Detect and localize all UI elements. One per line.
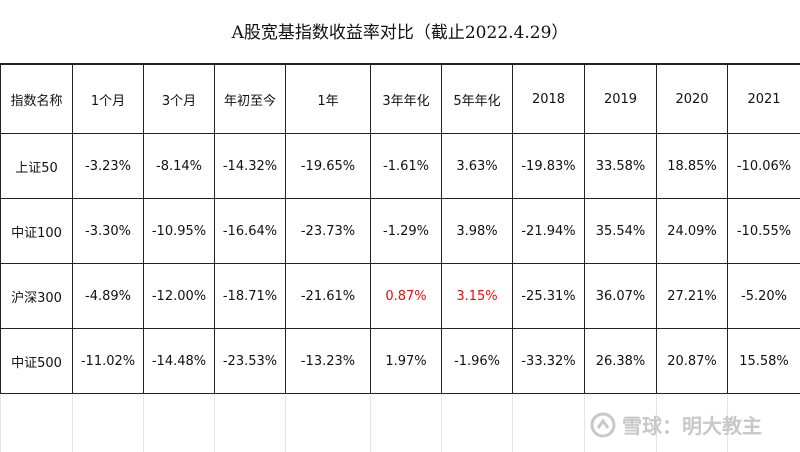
value-cell: 36.07% (584, 263, 657, 329)
value-cell: -3.30% (72, 198, 144, 264)
value-cell: -21.94% (512, 198, 585, 264)
value-cell: -10.06% (727, 133, 800, 199)
value-cell: -5.20% (727, 263, 800, 329)
value-cell: -3.23% (72, 133, 144, 199)
header-cell: 3个月 (143, 64, 215, 134)
value-cell: -13.23% (285, 328, 371, 394)
empty-cell (143, 393, 215, 452)
value-cell: -10.55% (727, 198, 800, 264)
value-cell: 1.97% (370, 328, 442, 394)
header-cell: 2019 (584, 64, 657, 134)
value-cell: -23.73% (285, 198, 371, 264)
value-cell: 0.87% (370, 263, 442, 329)
value-cell: 3.15% (441, 263, 513, 329)
empty-cell (0, 393, 73, 452)
header-cell: 2021 (727, 64, 800, 134)
watermark: 雪球：明大教主 (590, 410, 762, 439)
value-cell: 3.98% (441, 198, 513, 264)
empty-cell (285, 393, 371, 452)
empty-cell (370, 393, 442, 452)
index-name-cell: 中证500 (0, 328, 73, 394)
table-row: 上证50 -3.23% -8.14% -14.32% -19.65% -1.61% 3.63… (0, 133, 800, 199)
empty-cell (656, 393, 728, 452)
index-name-cell: 中证100 (0, 198, 73, 264)
empty-cell (214, 393, 286, 452)
table-header: 指数名称 1个月 3个月 年初至今 1年 3年年化 5年年化 2018 2019 2020 2021 (0, 64, 800, 134)
index-name-cell: 上证50 (0, 133, 73, 199)
value-cell: -21.61% (285, 263, 371, 329)
value-cell: -19.83% (512, 133, 585, 199)
table-row: 沪深300 -4.89% -12.00% -18.71% -21.61% 0.87% 3.1… (0, 263, 800, 329)
header-cell: 3年年化 (370, 64, 442, 134)
empty-cell (512, 393, 585, 452)
watermark-logo (590, 412, 616, 437)
table-row: 中证100 -3.30% -10.95% -16.64% -23.73% -1.29% 3.… (0, 198, 800, 264)
value-cell: -18.71% (214, 263, 286, 329)
value-cell: -16.64% (214, 198, 286, 264)
header-cell: 1个月 (72, 64, 144, 134)
table-row: 中证500 -11.02% -14.48% -23.53% -13.23% 1.97% -1… (0, 328, 800, 394)
value-cell: 35.54% (584, 198, 657, 264)
empty-cell (441, 393, 513, 452)
value-cell: 33.58% (584, 133, 657, 199)
value-cell: 15.58% (727, 328, 800, 394)
empty-cell (72, 393, 144, 452)
value-cell: 20.87% (656, 328, 728, 394)
value-cell: -8.14% (143, 133, 215, 199)
value-cell: -1.61% (370, 133, 442, 199)
header-cell: 年初至今 (214, 64, 286, 134)
watermark-text: 雪球：明大教主 (622, 414, 762, 438)
value-cell: 26.38% (584, 328, 657, 394)
header-cell: 指数名称 (0, 64, 73, 134)
value-cell: -11.02% (72, 328, 144, 394)
value-cell: -1.96% (441, 328, 513, 394)
value-cell: 3.63% (441, 133, 513, 199)
header-cell: 2020 (656, 64, 728, 134)
index-name-cell: 沪深300 (0, 263, 73, 329)
value-cell: -14.48% (143, 328, 215, 394)
value-cell: -12.00% (143, 263, 215, 329)
value-cell: -10.95% (143, 198, 215, 264)
value-cell: -4.89% (72, 263, 144, 329)
header-row: 指数名称 1个月 3个月 年初至今 1年 3年年化 5年年化 2018 2019 2020 2021 (0, 64, 800, 134)
value-cell: -23.53% (214, 328, 286, 394)
header-cell: 1年 (285, 64, 371, 134)
value-cell: -25.31% (512, 263, 585, 329)
value-cell: -14.32% (214, 133, 286, 199)
returns-table: 指数名称 1个月 3个月 年初至今 1年 3年年化 5年年化 2018 2019 2020 2021… (0, 64, 800, 452)
value-cell: 18.85% (656, 133, 728, 199)
header-cell: 5年年化 (441, 64, 513, 134)
value-cell: 24.09% (656, 198, 728, 264)
header-cell: 2018 (512, 64, 585, 134)
empty-row (0, 393, 800, 452)
value-cell: -33.32% (512, 328, 585, 394)
table-body: 上证50 -3.23% -8.14% -14.32% -19.65% -1.61% 3.63… (0, 133, 800, 452)
value-cell: 27.21% (656, 263, 728, 329)
table-title: A股宽基指数收益率对比（截止2022.4.29） (0, 0, 800, 64)
value-cell: -1.29% (370, 198, 442, 264)
value-cell: -19.65% (285, 133, 371, 199)
empty-cell (727, 393, 800, 452)
